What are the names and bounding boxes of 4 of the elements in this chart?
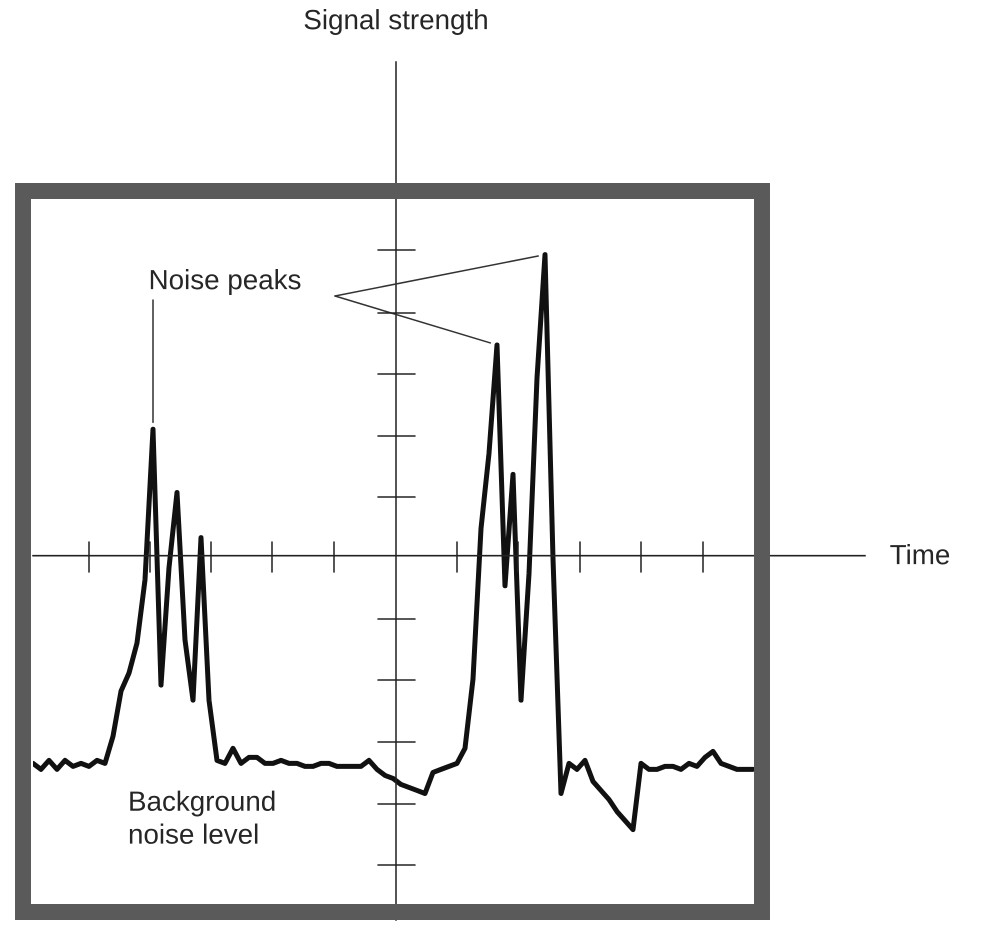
x-axis-title: Time <box>890 544 950 564</box>
annotation: Background noise level <box>130 790 274 844</box>
annotation: Noise peaks <box>150 269 300 295</box>
text: Signal strength <box>304 9 487 35</box>
